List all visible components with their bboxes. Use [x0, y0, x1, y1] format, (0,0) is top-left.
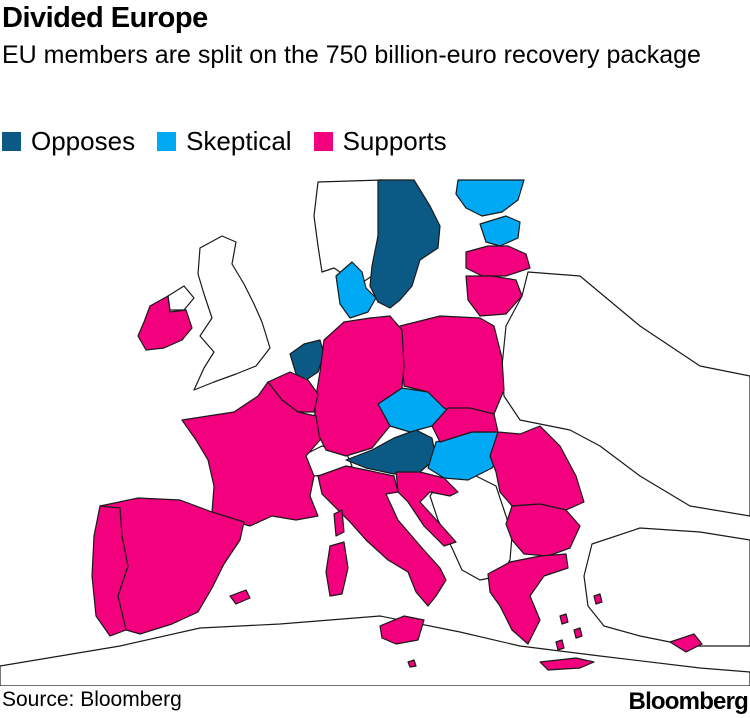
- legend-label-supports: Supports: [342, 126, 447, 156]
- country-finland: [455, 179, 525, 217]
- country-lithuania: [465, 275, 523, 317]
- country-northern-ireland: [167, 285, 195, 311]
- legend-swatch-opposes: [2, 132, 21, 151]
- country-balearic-islands: [229, 589, 251, 605]
- country-sweden: [369, 179, 441, 309]
- country-poland: [399, 315, 505, 417]
- country-slovenia-croatia: [395, 471, 459, 547]
- country-france: [181, 381, 321, 527]
- country-ireland: [137, 295, 193, 351]
- legend-swatch-supports: [313, 132, 333, 151]
- country-crete: [539, 657, 595, 671]
- country-bulgaria: [505, 503, 581, 557]
- legend-item-skeptical: Skeptical: [157, 126, 292, 157]
- country-russia-belarus-ukraine: [501, 271, 750, 517]
- legend: Opposes Skeptical Supports: [2, 126, 469, 157]
- country-greek-islands: [555, 593, 603, 651]
- country-malta: [407, 659, 417, 668]
- country-romania: [489, 425, 585, 511]
- country-sardinia: [325, 541, 349, 597]
- legend-item-opposes: Opposes: [2, 126, 135, 157]
- country-slovakia: [431, 407, 499, 443]
- country-portugal: [91, 505, 129, 637]
- country-cyprus: [669, 633, 703, 653]
- country-turkey: [583, 527, 750, 647]
- map-title: Divided Europe: [2, 2, 208, 34]
- source-note: Source: Bloomberg: [2, 688, 182, 711]
- country-italy: [317, 465, 447, 607]
- map-subtitle: EU members are split on the 750 billion-…: [2, 41, 701, 69]
- legend-item-supports: Supports: [313, 126, 447, 157]
- country-sicily: [379, 615, 425, 645]
- legend-label-skeptical: Skeptical: [186, 126, 292, 156]
- country-greece: [487, 553, 569, 645]
- country-corsica: [333, 509, 345, 537]
- europe-map: [0, 179, 750, 686]
- country-latvia: [465, 245, 531, 277]
- country-estonia: [479, 215, 521, 247]
- country-germany: [313, 315, 405, 457]
- country-denmark: [335, 261, 377, 319]
- country-united-kingdom: [193, 235, 271, 391]
- legend-swatch-skeptical: [157, 132, 177, 151]
- legend-label-opposes: Opposes: [31, 126, 136, 156]
- bloomberg-logo: Bloomberg: [628, 688, 749, 715]
